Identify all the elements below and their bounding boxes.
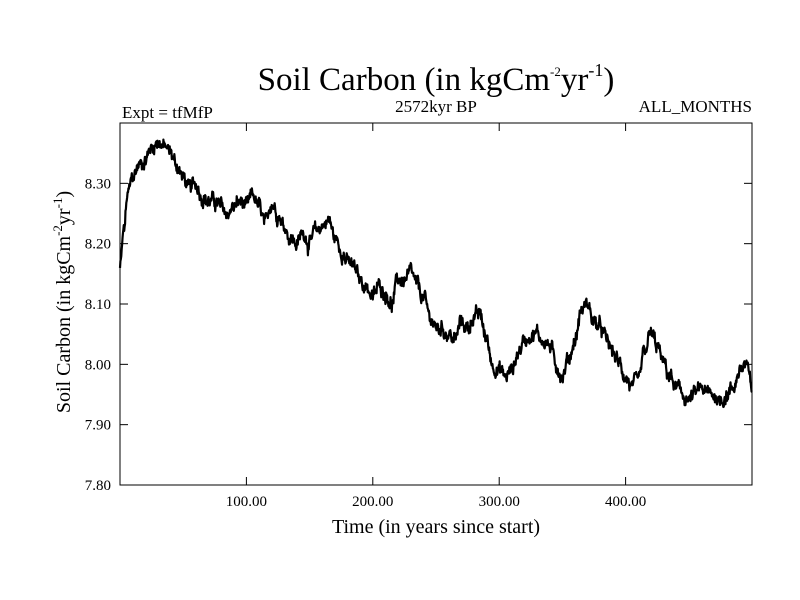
y-tick-label: 8.10 <box>85 297 111 313</box>
y-tick-label: 7.80 <box>85 478 111 494</box>
chart-title: Soil Carbon (in kgCm-2yr-1) <box>258 60 615 98</box>
y-tick-label: 8.30 <box>85 176 111 192</box>
x-tick-label: 100.00 <box>226 494 267 510</box>
x-tick-label: 400.00 <box>605 494 646 510</box>
months-label: ALL_MONTHS <box>639 97 752 116</box>
plot-frame <box>119 122 753 486</box>
series-line-soil-carbon <box>118 138 753 409</box>
x-axis-label: Time (in years since start) <box>332 516 540 538</box>
y-axis: 7.80 7.90 8.00 8.10 8.20 8.30 <box>85 176 752 494</box>
experiment-label: Expt = tfMfP <box>122 103 213 122</box>
x-axis: 100.00 200.00 300.00 400.00 <box>226 123 646 510</box>
x-tick-label: 300.00 <box>479 494 520 510</box>
y-tick-label: 7.90 <box>85 418 111 434</box>
period-label: 2572kyr BP <box>395 97 477 116</box>
x-tick-label: 200.00 <box>352 494 393 510</box>
y-axis-label: Soil Carbon (in kgCm-2yr-1) <box>50 191 75 413</box>
y-tick-label: 8.00 <box>85 357 111 373</box>
y-tick-label: 8.20 <box>85 237 111 253</box>
